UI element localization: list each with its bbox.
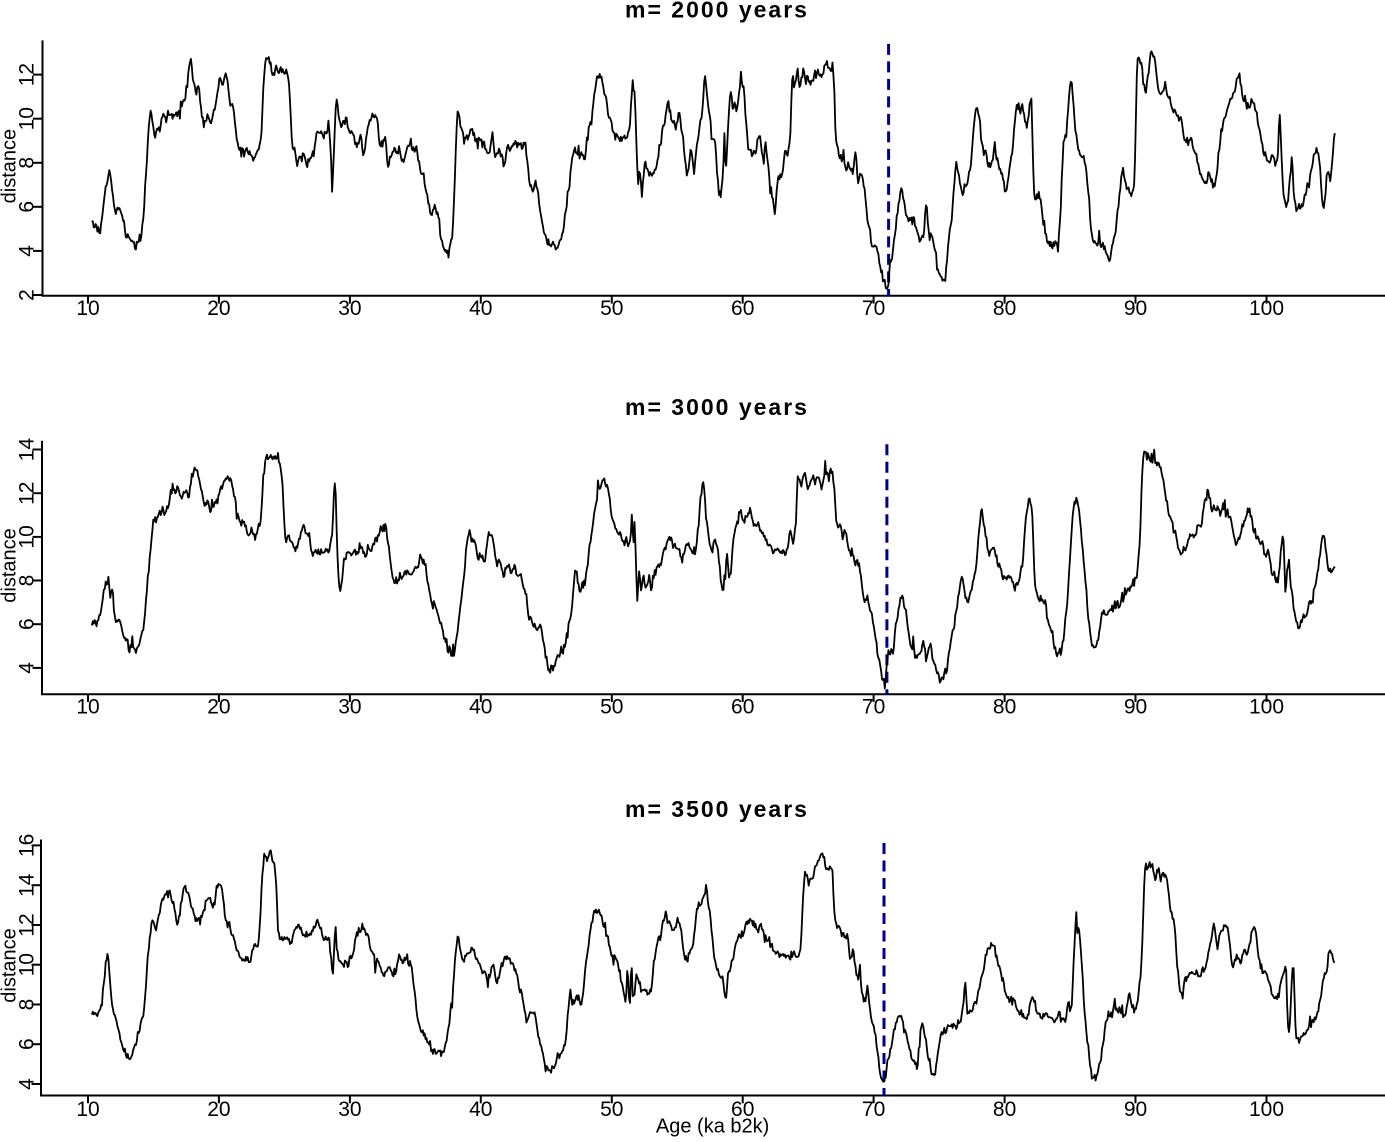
svg-text:2: 2 [16,289,39,301]
svg-text:70: 70 [862,1098,885,1121]
svg-text:20: 20 [207,1098,230,1121]
svg-text:8: 8 [16,999,39,1011]
svg-text:30: 30 [338,1098,361,1121]
svg-text:10: 10 [16,953,39,976]
svg-text:m= 3500 years: m= 3500 years [625,796,809,822]
svg-text:60: 60 [731,297,754,320]
svg-text:70: 70 [862,297,885,320]
svg-text:4: 4 [16,662,39,674]
svg-text:4: 4 [16,245,39,257]
svg-text:distance: distance [0,129,21,204]
svg-text:10: 10 [76,696,99,719]
svg-text:10: 10 [76,1098,99,1121]
svg-text:100: 100 [1249,696,1284,719]
svg-text:90: 90 [1124,1098,1147,1121]
svg-text:20: 20 [207,696,230,719]
svg-text:14: 14 [16,873,39,897]
svg-text:14: 14 [16,438,39,462]
svg-text:80: 80 [993,696,1016,719]
svg-text:90: 90 [1124,696,1147,719]
svg-text:30: 30 [338,696,361,719]
svg-text:70: 70 [862,696,885,719]
svg-text:100: 100 [1249,297,1284,320]
svg-text:12: 12 [16,482,39,505]
svg-text:Age (ka b2k): Age (ka b2k) [656,1116,769,1138]
svg-text:60: 60 [731,1098,754,1121]
svg-text:50: 50 [600,696,623,719]
svg-text:8: 8 [16,575,39,587]
svg-text:16: 16 [16,834,39,857]
svg-text:6: 6 [16,1038,39,1050]
svg-text:6: 6 [16,201,39,213]
svg-text:40: 40 [469,297,492,320]
svg-text:4: 4 [16,1078,39,1090]
svg-text:6: 6 [16,618,39,630]
svg-text:10: 10 [76,297,99,320]
svg-text:distance: distance [0,928,21,1003]
svg-text:50: 50 [600,1098,623,1121]
svg-text:40: 40 [469,696,492,719]
svg-text:12: 12 [16,63,39,86]
svg-text:80: 80 [993,297,1016,320]
svg-text:60: 60 [731,696,754,719]
svg-text:10: 10 [16,525,39,548]
svg-text:10: 10 [16,107,39,130]
svg-text:50: 50 [600,297,623,320]
svg-text:8: 8 [16,157,39,169]
svg-text:20: 20 [207,297,230,320]
svg-text:80: 80 [993,1098,1016,1121]
svg-text:m= 3000 years: m= 3000 years [625,394,809,420]
svg-text:100: 100 [1249,1098,1284,1121]
svg-text:distance: distance [0,528,21,603]
svg-text:12: 12 [16,913,39,936]
svg-text:90: 90 [1124,297,1147,320]
svg-text:40: 40 [469,1098,492,1121]
svg-text:m= 2000 years: m= 2000 years [625,0,809,22]
svg-text:30: 30 [338,297,361,320]
